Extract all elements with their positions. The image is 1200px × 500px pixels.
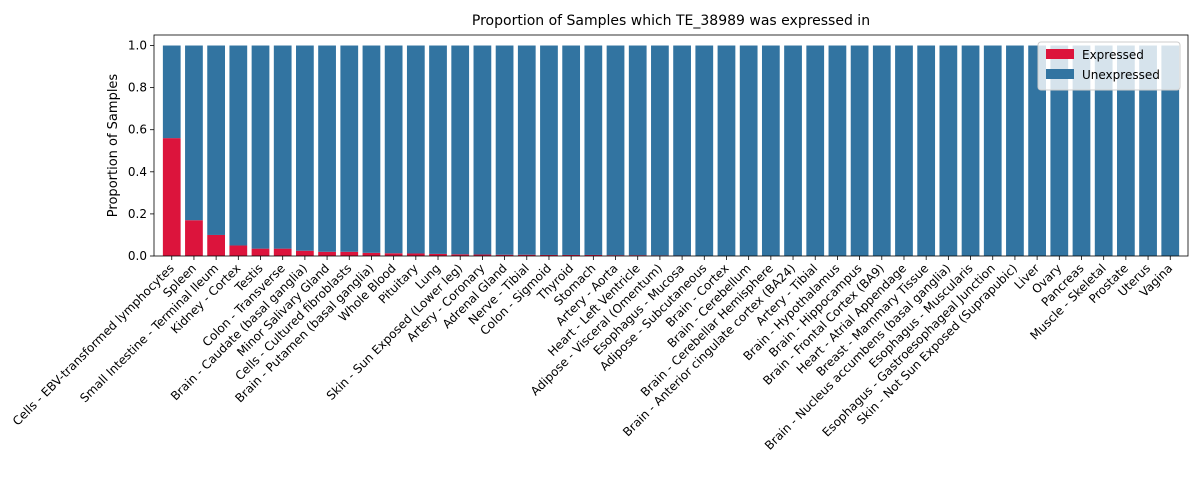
bar-expressed xyxy=(273,248,292,256)
bar-unexpressed xyxy=(562,45,581,255)
x-axis-ticks: Cells - EBV-transformed lymphocytesSplee… xyxy=(10,256,1175,453)
bar-unexpressed xyxy=(1094,45,1113,257)
bar-expressed xyxy=(318,251,336,256)
bar-unexpressed xyxy=(1006,45,1024,257)
bar-expressed xyxy=(495,254,514,256)
bar-expressed xyxy=(628,255,647,256)
bar-expressed xyxy=(340,251,359,256)
bar-unexpressed xyxy=(806,45,825,257)
bar-expressed xyxy=(562,254,581,256)
bar-expressed xyxy=(451,254,470,256)
bar-expressed xyxy=(584,254,603,256)
bar-unexpressed xyxy=(628,45,647,256)
plot-frame xyxy=(153,34,1189,257)
bar-unexpressed xyxy=(1028,45,1046,257)
bar-unexpressed xyxy=(1139,45,1157,257)
bar-unexpressed xyxy=(961,45,980,257)
y-tick-label: 0.8 xyxy=(128,81,147,95)
bar-unexpressed xyxy=(473,45,492,255)
bar-expressed xyxy=(517,254,536,256)
bar-unexpressed xyxy=(695,45,714,257)
bar-unexpressed xyxy=(451,45,470,255)
bar-unexpressed xyxy=(651,45,669,256)
bar-expressed xyxy=(429,253,447,256)
legend-entry: Unexpressed xyxy=(1082,68,1160,82)
bar-expressed xyxy=(540,254,558,256)
bar-expressed xyxy=(251,248,270,256)
bar-unexpressed xyxy=(384,45,403,254)
bar-unexpressed xyxy=(162,45,181,139)
bar-expressed xyxy=(207,234,226,256)
bar-unexpressed xyxy=(895,45,913,257)
bar-expressed xyxy=(185,220,203,256)
bar-unexpressed xyxy=(784,45,802,257)
bar-unexpressed xyxy=(273,45,292,249)
legend: Expressed Unexpressed xyxy=(1037,41,1181,91)
bar-unexpressed xyxy=(761,45,780,257)
chart-title: Proportion of Samples which TE_38989 was… xyxy=(472,13,870,29)
y-tick-label: 1.0 xyxy=(128,39,147,53)
legend-swatch xyxy=(1046,49,1074,59)
bar-unexpressed xyxy=(872,45,891,257)
y-tick-label: 0.6 xyxy=(128,123,147,137)
bar-unexpressed xyxy=(429,45,447,254)
bar-unexpressed xyxy=(406,45,425,254)
bar-expressed xyxy=(473,254,492,256)
bar-unexpressed xyxy=(340,45,359,252)
bar-expressed xyxy=(384,253,403,256)
bar-unexpressed xyxy=(939,45,958,257)
bar-expressed xyxy=(406,253,425,256)
bar-unexpressed xyxy=(185,45,203,221)
bar-unexpressed xyxy=(540,45,558,255)
bar-unexpressed xyxy=(739,45,758,257)
bar-unexpressed xyxy=(1050,45,1069,257)
legend-swatch xyxy=(1046,69,1074,79)
legend-entry: Expressed xyxy=(1082,48,1144,62)
bar-unexpressed xyxy=(207,45,226,235)
bar-unexpressed xyxy=(673,45,691,256)
bar-expressed xyxy=(162,138,181,256)
y-axis-label: Proportion of Samples xyxy=(106,74,121,218)
bar-unexpressed xyxy=(495,45,514,255)
bar-unexpressed xyxy=(296,45,314,251)
bar-unexpressed xyxy=(517,45,536,255)
bar-unexpressed xyxy=(1116,45,1135,257)
bar-expressed xyxy=(606,255,625,256)
bar-expressed xyxy=(296,250,314,256)
bar-unexpressed xyxy=(917,45,936,257)
bars-group xyxy=(162,45,1180,257)
bar-expressed xyxy=(229,245,248,256)
x-tick-label: Cells - EBV-transformed lymphocytes xyxy=(10,261,177,428)
bar-unexpressed xyxy=(229,45,248,246)
bar-expressed xyxy=(362,252,381,256)
bar-unexpressed xyxy=(251,45,270,249)
bar-unexpressed xyxy=(606,45,625,256)
bar-unexpressed xyxy=(362,45,381,253)
bar-unexpressed xyxy=(983,45,1002,257)
bar-unexpressed xyxy=(584,45,603,255)
bar-unexpressed xyxy=(1072,45,1091,257)
bar-unexpressed xyxy=(850,45,869,257)
bar-unexpressed xyxy=(318,45,336,252)
y-tick-label: 0.0 xyxy=(128,249,147,263)
bar-unexpressed xyxy=(1161,45,1180,257)
y-axis-ticks: 0.0 0.2 0.4 0.6 0.8 1.0 xyxy=(128,39,154,263)
bar-unexpressed xyxy=(828,45,847,257)
bar-unexpressed xyxy=(717,45,736,257)
y-tick-label: 0.2 xyxy=(128,207,147,221)
y-tick-label: 0.4 xyxy=(128,165,147,179)
